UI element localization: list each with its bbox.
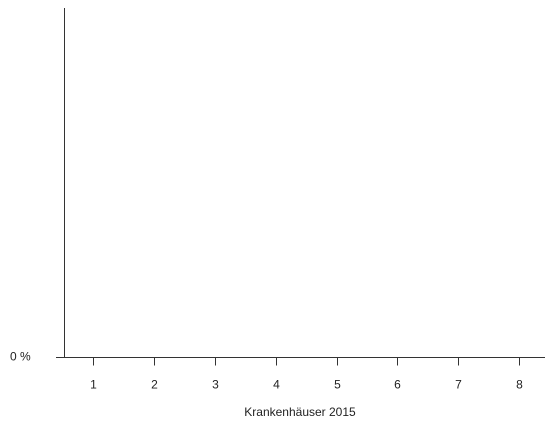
x-tick-label: 4	[273, 378, 280, 392]
x-tick-label: 5	[334, 378, 341, 392]
x-tick-label: 8	[516, 378, 523, 392]
x-tick-label: 3	[212, 378, 219, 392]
x-tick-label: 1	[90, 378, 97, 392]
x-axis-label: Krankenhäuser 2015	[244, 405, 356, 419]
y-tick-label: 0 %	[10, 350, 31, 364]
x-tick-label: 7	[455, 378, 462, 392]
x-tick-label: 6	[394, 378, 401, 392]
x-tick-label: 2	[151, 378, 158, 392]
